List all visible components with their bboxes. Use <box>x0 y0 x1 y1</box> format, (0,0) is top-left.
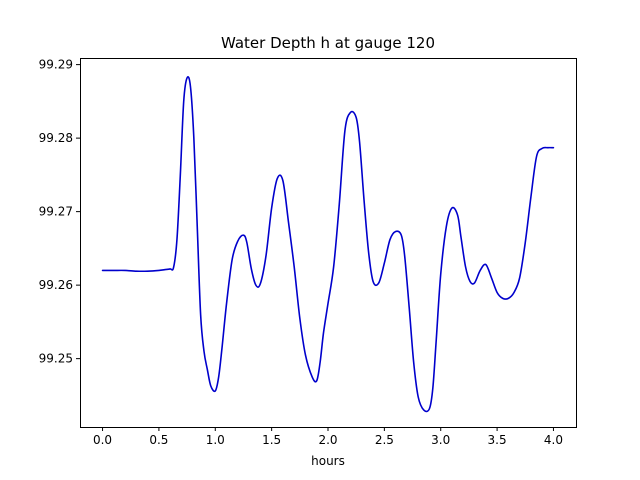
x-tick-label: 0.5 <box>149 433 168 447</box>
series-line <box>101 75 555 413</box>
x-tick-label: 2.0 <box>318 433 337 447</box>
chart-title: Water Depth h at gauge 120 <box>220 34 436 52</box>
x-axis-label: hours <box>311 454 345 468</box>
x-tick-label: 4.0 <box>544 433 563 447</box>
x-tick-label: 2.5 <box>375 433 394 447</box>
y-axis: 99.25 99.26 99.27 99.28 99.29 <box>39 58 80 366</box>
x-tick-label: 3.5 <box>488 433 507 447</box>
plot-area <box>80 58 577 428</box>
y-tick-label: 99.28 <box>39 131 73 145</box>
x-tick-label: 3.0 <box>431 433 450 447</box>
x-tick-label: 1.0 <box>206 433 225 447</box>
x-tick-label: 0.0 <box>93 433 112 447</box>
x-tick-label: 1.5 <box>262 433 281 447</box>
y-tick-label: 99.27 <box>39 205 73 219</box>
x-axis: 0.0 0.5 1.0 1.5 2.0 2.5 3.0 3.5 4.0 <box>93 427 563 447</box>
y-tick-label: 99.26 <box>39 278 73 292</box>
y-tick-label: 99.29 <box>39 58 73 72</box>
y-tick-label: 99.25 <box>39 352 73 366</box>
